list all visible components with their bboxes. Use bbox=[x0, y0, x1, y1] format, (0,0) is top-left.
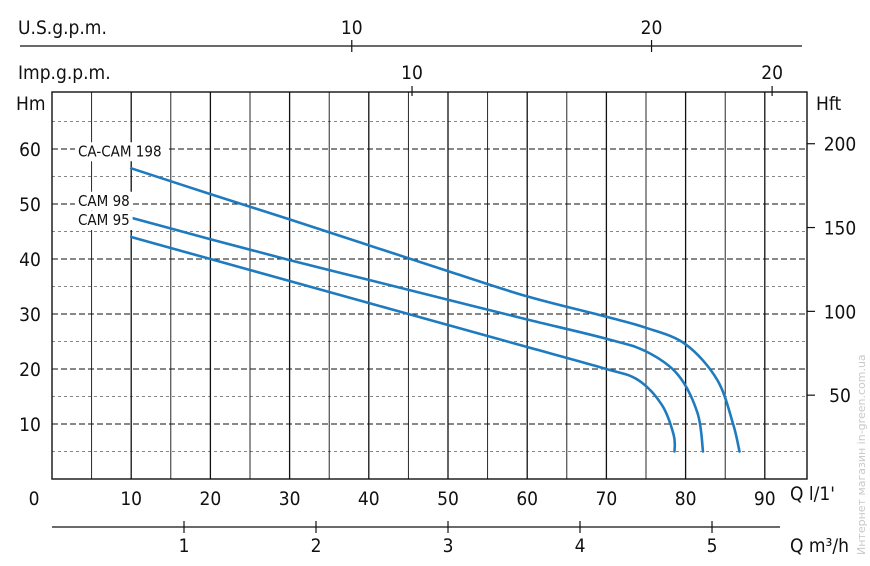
x-tick-label: 60 bbox=[516, 488, 538, 510]
usgpm-tick-label: 10 bbox=[341, 17, 363, 39]
y-left-tick-label: 30 bbox=[19, 304, 41, 326]
x-axis-label: Q l/1' bbox=[790, 483, 835, 505]
usgpm-tick-label: 20 bbox=[641, 17, 663, 39]
usgpm-ticks: 10 20 bbox=[341, 17, 663, 52]
x-tick-label: 30 bbox=[279, 488, 301, 510]
series-line-1 bbox=[129, 216, 705, 453]
impgpm-tick-label: 20 bbox=[761, 62, 783, 84]
x-tick-label: 80 bbox=[675, 488, 697, 510]
y-left-tick-labels: 10 20 30 40 50 60 bbox=[19, 139, 41, 436]
series-label: CAM 98 bbox=[78, 192, 130, 210]
impgpm-ticks: 10 20 bbox=[401, 62, 783, 96]
x-tick-label: 0 bbox=[29, 488, 40, 510]
m3h-tick-label: 1 bbox=[179, 535, 190, 557]
y-left-tick-label: 20 bbox=[19, 359, 41, 381]
series-line-2 bbox=[129, 235, 677, 453]
x-tick-label: 40 bbox=[358, 488, 380, 510]
y-left-axis-label: Hm bbox=[16, 93, 46, 115]
x-tick-label: 90 bbox=[754, 488, 776, 510]
impgpm-axis-label: Imp.g.p.m. bbox=[18, 62, 111, 84]
y-left-tick-label: 40 bbox=[19, 249, 41, 271]
series-label: CA-CAM 198 bbox=[78, 142, 162, 160]
series-line-0 bbox=[129, 167, 741, 453]
y-left-tick-label: 60 bbox=[19, 139, 41, 161]
series-label: CAM 95 bbox=[78, 211, 130, 229]
x-tick-label: 20 bbox=[200, 488, 222, 510]
y-left-tick-label: 50 bbox=[19, 194, 41, 216]
y-right-tick-label: 150 bbox=[824, 218, 857, 240]
m3h-tick-label: 5 bbox=[707, 535, 718, 557]
usgpm-axis-label: U.S.g.p.m. bbox=[18, 17, 107, 39]
impgpm-tick-label: 10 bbox=[401, 62, 423, 84]
m3h-tick-label: 2 bbox=[311, 535, 322, 557]
series-label-bg bbox=[75, 142, 167, 162]
m3h-tick-label: 4 bbox=[575, 535, 586, 557]
series-label-bg bbox=[75, 191, 133, 211]
y-right-tick-label: 100 bbox=[824, 301, 857, 323]
x-tick-label: 70 bbox=[596, 488, 618, 510]
y-right-tick-label: 200 bbox=[824, 134, 857, 156]
m3h-axis-label: Q m³/h bbox=[790, 535, 849, 557]
series-label-bg bbox=[75, 211, 133, 230]
x-tick-label: 10 bbox=[120, 488, 142, 510]
x-tick-labels: 0 10 20 30 40 50 60 70 80 90 bbox=[29, 488, 776, 510]
y-left-tick-label: 10 bbox=[19, 414, 41, 436]
x-tick-label: 50 bbox=[437, 488, 459, 510]
m3h-tick-label: 3 bbox=[443, 535, 454, 557]
plot-frame bbox=[51, 91, 808, 480]
m3h-ticks: 1 2 3 4 5 bbox=[179, 521, 718, 557]
y-right-ticks: 50 100 150 200 bbox=[807, 134, 856, 407]
watermark: Интернет магазин in-green.com.ua bbox=[855, 354, 868, 555]
y-right-tick-label: 50 bbox=[829, 385, 851, 407]
y-right-axis-label: Hft bbox=[816, 93, 842, 115]
